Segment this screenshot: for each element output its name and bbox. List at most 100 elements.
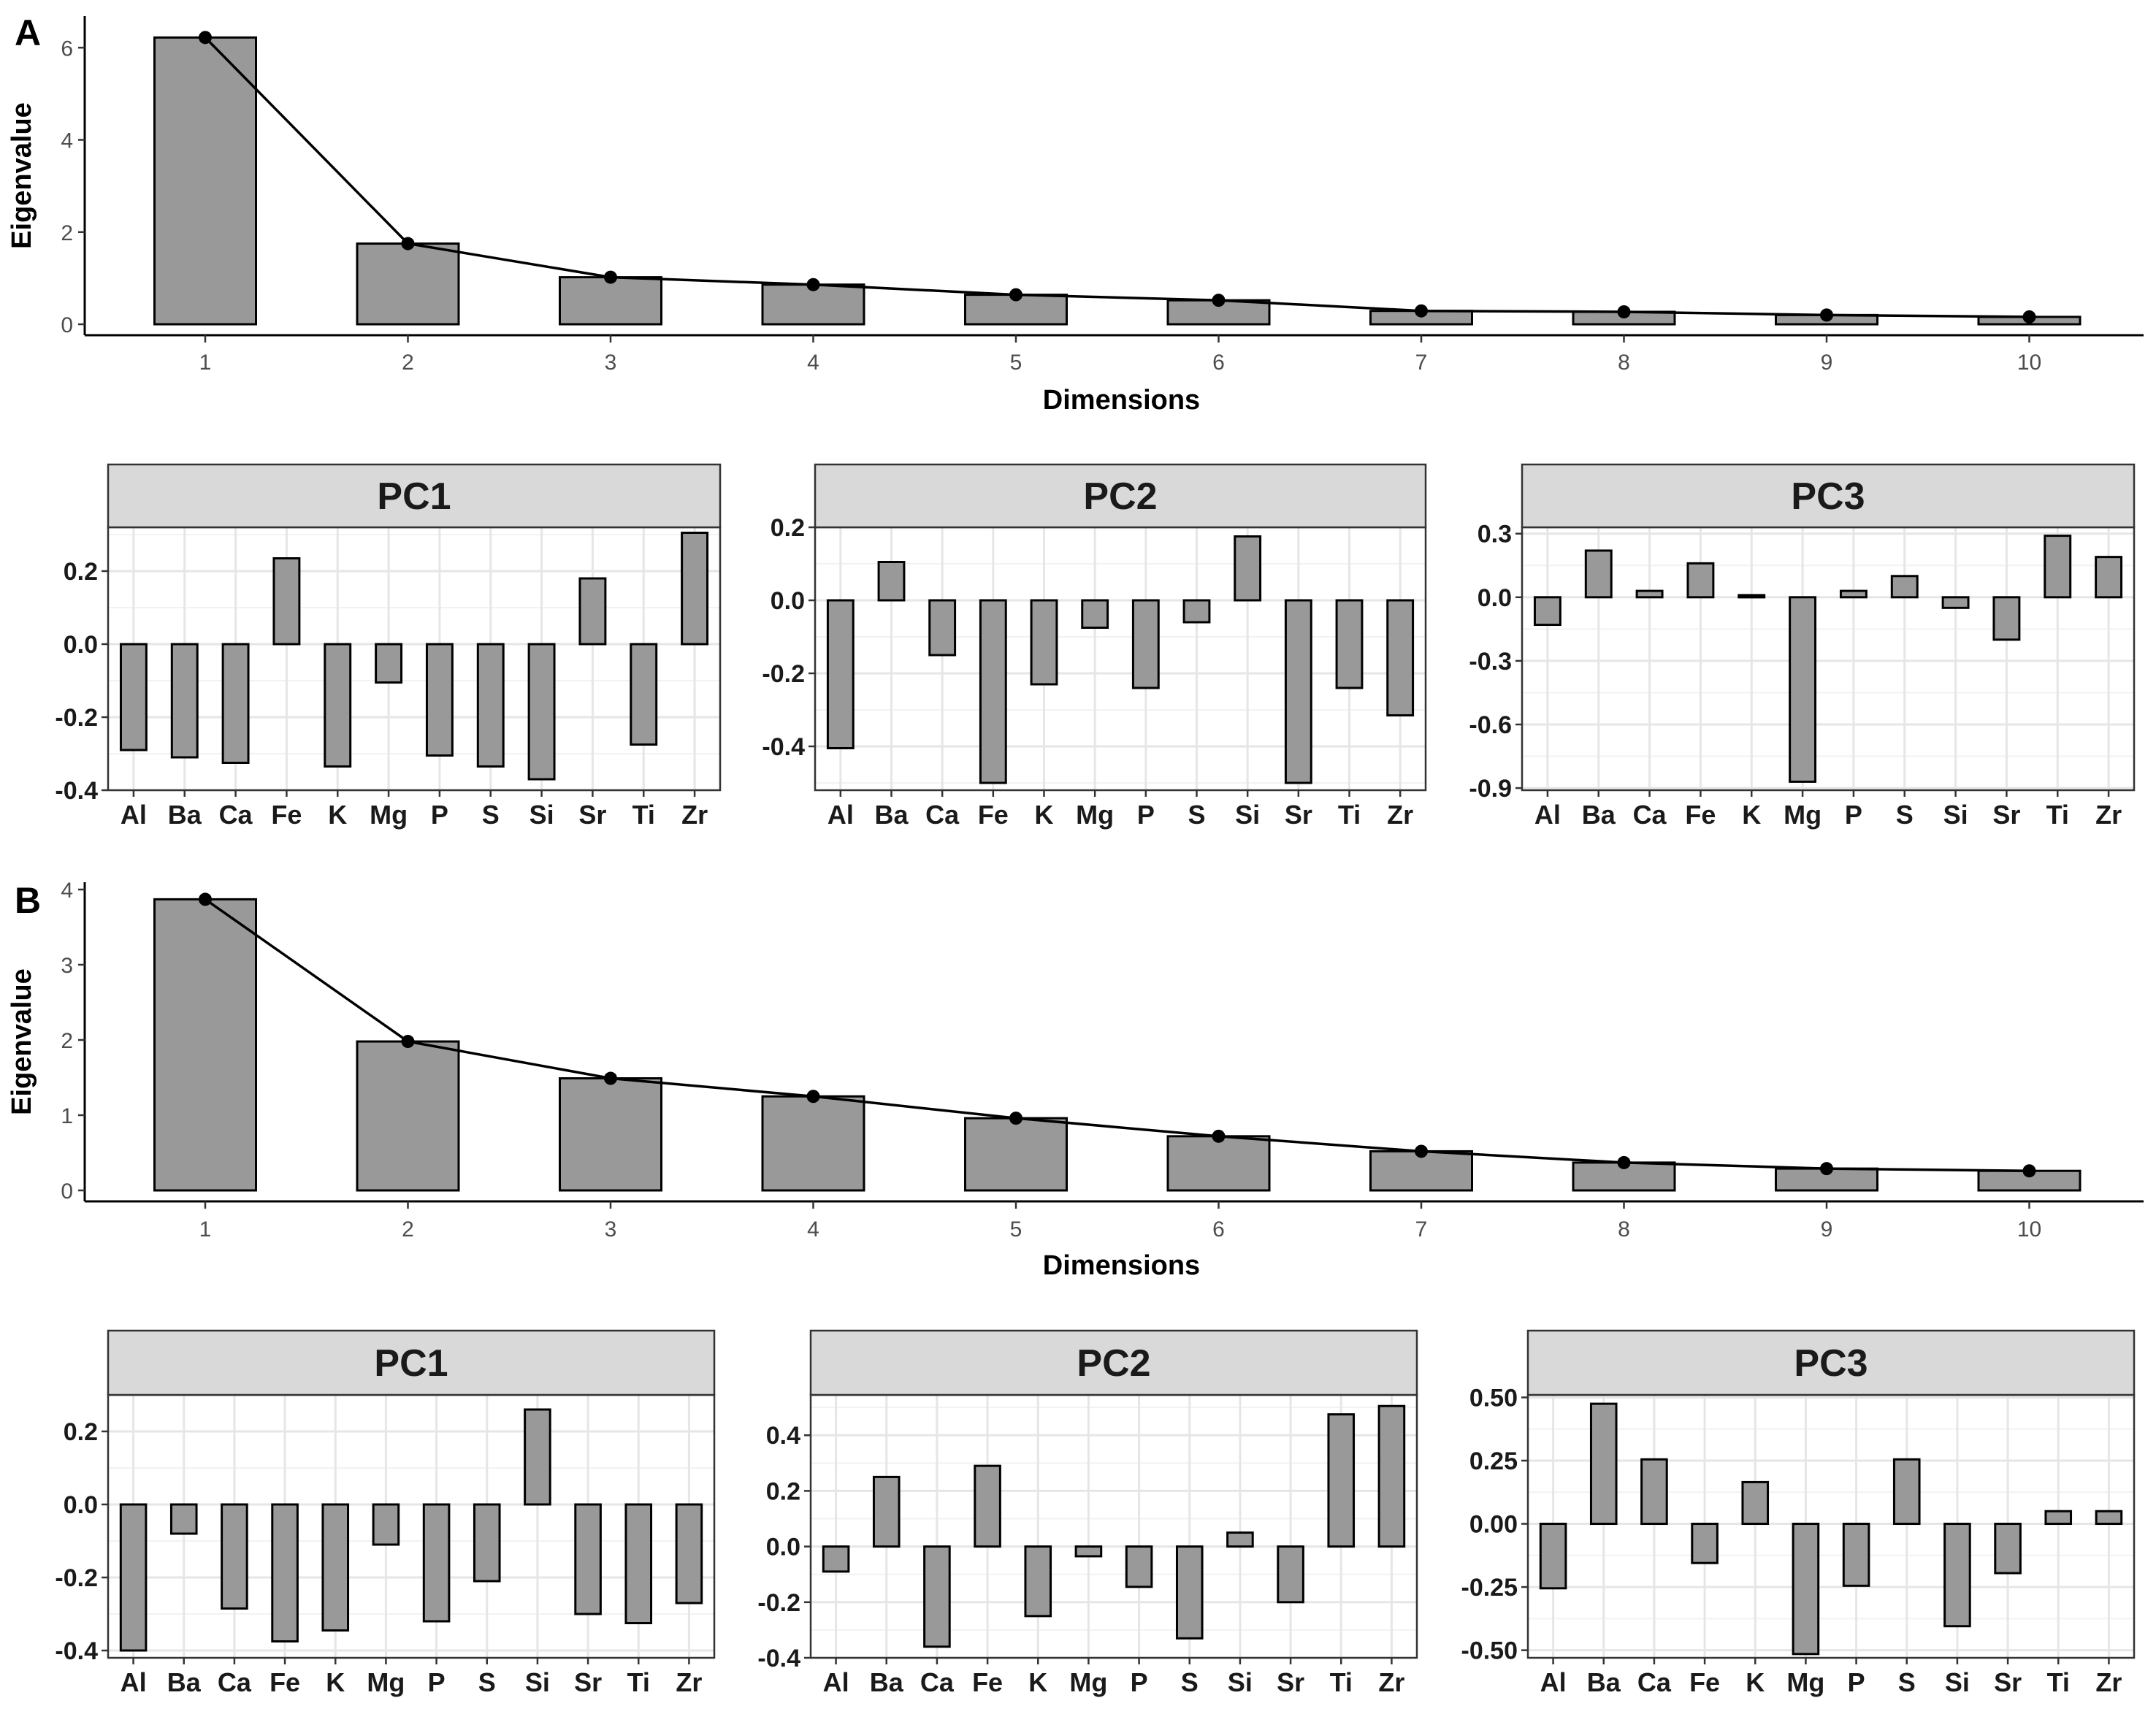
loading-panel-background	[108, 1395, 714, 1658]
loading-bar	[221, 643, 250, 764]
loading-x-tick-label: Mg	[1069, 1667, 1107, 1697]
loading-bar	[822, 1545, 850, 1573]
scree-point	[604, 1071, 617, 1085]
loading-plot-a-pc2: PC2 -0.4 -0.2 0.0 0.2 Al Ba Ca Fe K Mg P S Si Sr Ti Zr	[762, 463, 1427, 830]
loading-x-tick-label: Ba	[1587, 1667, 1621, 1697]
loading-bar	[630, 643, 658, 746]
loading-x-tick-label: K	[1742, 800, 1761, 830]
facet-strip	[1521, 463, 2136, 529]
loading-bar	[375, 643, 403, 684]
scree-x-tick-label: 9	[1821, 351, 1833, 375]
loading-x-tick-label: Mg	[370, 800, 408, 830]
loading-x-tick-label: Ca	[1633, 800, 1667, 830]
scree-point	[604, 270, 617, 284]
loading-bar	[119, 643, 148, 751]
loading-bar	[2095, 1510, 2123, 1526]
loading-plot-b-pc2: PC2 -0.4 -0.2 0.0 0.2 0.4 Al Ba Ca Fe K Mg P S Si Sr Ti Z…	[757, 1329, 1418, 1697]
loading-bar	[1327, 1413, 1356, 1548]
loading-bar	[1539, 1523, 1567, 1590]
loading-bar	[1635, 589, 1664, 599]
loading-x-tick-label: Ba	[874, 800, 909, 830]
scree-x-tick-label: 7	[1415, 351, 1428, 375]
loading-x-tick-label: P	[431, 800, 448, 830]
loading-y-tick-label: -0.50	[1461, 1637, 1518, 1665]
loading-plot-a-pc3: PC3 -0.9 -0.6 -0.3 0.0 0.3 Al Ba Ca Fe K Mg P S Si Sr Ti…	[1469, 463, 2136, 830]
loading-y-tick-label: -0.6	[1469, 711, 1512, 739]
loading-x-tick-label: Al	[1540, 1667, 1567, 1697]
loading-bar	[1789, 596, 1817, 783]
loading-bar	[324, 643, 352, 768]
loading-bar	[826, 599, 855, 749]
loading-bar	[1584, 549, 1613, 599]
loading-y-tick-label: -0.2	[757, 1589, 800, 1617]
loading-x-tick-label: Zr	[681, 800, 708, 830]
scree-x-tick-label: 6	[1212, 1217, 1225, 1242]
loading-panel-background	[1528, 1395, 2134, 1658]
scree-plot-a: 0 2 4 6 1 2 3 4 5 6 7 8 9 10 Dimensions Eigenvalue	[7, 16, 2144, 416]
loading-x-tick-label: K	[1035, 800, 1054, 830]
loading-bar	[877, 561, 906, 602]
loading-y-tick-label: -0.4	[55, 1637, 98, 1665]
loading-x-tick-label: Sr	[1994, 1667, 2022, 1697]
loading-x-tick-label: Al	[121, 800, 147, 830]
loading-y-tick-label: -0.4	[762, 733, 805, 761]
loading-x-tick-label: Fe	[271, 800, 302, 830]
loading-x-tick-label: Zr	[676, 1667, 702, 1697]
scree-y-tick-label: 4	[61, 879, 73, 903]
loading-bar	[1738, 594, 1766, 599]
loading-bar	[681, 532, 709, 646]
loading-x-tick-label: Ca	[925, 800, 960, 830]
loading-y-tick-label: -0.4	[55, 777, 98, 805]
loading-bar	[271, 1503, 299, 1642]
loading-bar	[1943, 1523, 1971, 1628]
scree-y-tick-label: 4	[61, 129, 73, 153]
loading-bar	[1589, 1402, 1618, 1526]
scree-bar	[559, 276, 662, 326]
loading-y-tick-label: 0.2	[64, 558, 98, 586]
scree-y-axis-title: Eigenvalue	[7, 102, 37, 249]
scree-point	[1820, 308, 1833, 322]
loading-x-tick-label: Al	[121, 1667, 147, 1697]
loading-bar	[1030, 599, 1058, 686]
scree-point	[1212, 294, 1226, 307]
scree-x-tick-label: 6	[1212, 351, 1225, 375]
scree-point	[1415, 1144, 1428, 1158]
scree-plot-b: 0 1 2 3 4 1 2 3 4 5 6 7 8 9 10 Dimensions Eigenvalue	[7, 879, 2144, 1281]
loading-x-tick-label: P	[1131, 1667, 1148, 1697]
loading-panel-background	[811, 1395, 1417, 1658]
loading-bar	[1234, 535, 1262, 602]
loading-x-tick-label: Zr	[1378, 1667, 1404, 1697]
loading-x-tick-label: Si	[525, 1667, 550, 1697]
loading-y-tick-label: 0.3	[1478, 521, 1512, 548]
loading-x-tick-label: P	[1848, 1667, 1865, 1697]
loading-x-tick-label: Si	[1945, 1667, 1970, 1697]
scree-point	[2022, 310, 2036, 324]
loading-y-tick-label: 0.0	[64, 1491, 98, 1519]
loading-x-tick-label: Ti	[2046, 800, 2069, 830]
loading-bar	[1691, 1523, 1719, 1564]
facet-strip	[107, 1329, 716, 1396]
loading-y-tick-label: 0.50	[1469, 1384, 1518, 1412]
scree-bar	[153, 898, 257, 1192]
loading-bar	[321, 1503, 350, 1632]
scree-point	[1212, 1129, 1226, 1143]
scree-point	[401, 237, 415, 250]
scree-y-axis-title: Eigenvalue	[7, 968, 37, 1115]
scree-line	[204, 898, 2030, 1172]
loading-y-tick-label: 0.0	[1478, 584, 1512, 612]
scree-y-tick-label: 2	[61, 1029, 73, 1053]
scree-point	[199, 31, 212, 45]
loading-x-tick-label: Ti	[1338, 800, 1361, 830]
loading-x-tick-label: Fe	[1685, 800, 1716, 830]
scree-point	[401, 1035, 415, 1049]
loading-x-tick-label: S	[1898, 1667, 1916, 1697]
loading-y-tick-label: -0.2	[55, 1564, 98, 1592]
loading-panel-background	[1522, 527, 2134, 790]
scree-bar	[761, 283, 865, 326]
scree-bar	[559, 1077, 662, 1192]
loading-x-tick-label: Sr	[1285, 800, 1312, 830]
loading-y-tick-label: 0.2	[64, 1418, 98, 1446]
scree-y-tick-label: 0	[61, 313, 73, 337]
loading-x-tick-label: Ti	[627, 1667, 650, 1697]
loading-bar	[272, 557, 301, 646]
